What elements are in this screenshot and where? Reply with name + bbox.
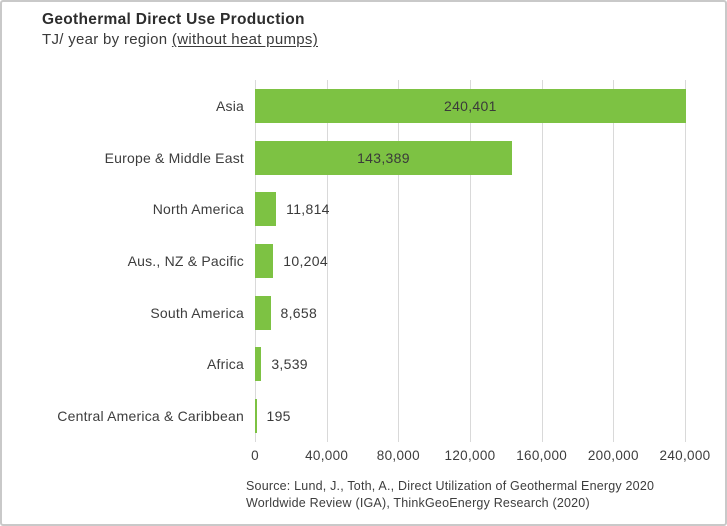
bar: 240,401 <box>255 88 686 123</box>
value-label: 143,389 <box>357 149 410 166</box>
x-tick-label: 40,000 <box>305 448 349 463</box>
bar <box>255 399 257 434</box>
gridline <box>398 80 400 442</box>
chart-subtitle-prefix: TJ/ year by region <box>42 31 172 48</box>
source-line-2: Worldwide Review (IGA), ThinkGeoEnergy R… <box>246 495 590 510</box>
bar-row: Central America & Caribbean 195 <box>57 390 685 442</box>
value-label: 195 <box>266 408 291 425</box>
value-label: 240,401 <box>443 97 497 114</box>
bar <box>255 347 262 382</box>
category-label: North America <box>152 201 244 218</box>
chart-title: Geothermal Direct Use Production <box>42 11 305 28</box>
bar-row: South America 8,658 <box>150 287 685 339</box>
bar <box>255 243 274 278</box>
x-tick-label: 0 <box>251 448 259 463</box>
gridline <box>470 80 471 442</box>
chart-subtitle-underlined: (without heat pumps) <box>171 31 318 48</box>
value-label: 11,814 <box>286 201 330 218</box>
source-line-1: Source: Lund, J., Toth, A., Direct Utili… <box>246 479 655 493</box>
x-tick-label: 160,000 <box>516 448 568 463</box>
category-label: Europe & Middle East <box>104 149 244 166</box>
gridline <box>326 80 328 442</box>
source-note: Source: Lund, J., Toth, A., Direct Utili… <box>246 478 654 511</box>
x-tick-label: 120,000 <box>444 448 496 463</box>
value-label: 8,658 <box>280 304 318 321</box>
bar-row: Aus., NZ & Pacific 10,204 <box>128 235 685 287</box>
x-tick-label: 80,000 <box>376 448 420 463</box>
x-tick-label: 200,000 <box>587 448 639 463</box>
plot-area: Asia 240,401 Europe & Middle East 143,389 No… <box>57 80 686 442</box>
category-label: Africa <box>207 356 244 373</box>
bar <box>255 295 271 330</box>
gridline <box>541 80 543 442</box>
bar <box>255 192 277 227</box>
bar-row: Africa 3,539 <box>207 339 685 391</box>
category-label: Central America & Caribbean <box>57 408 244 425</box>
chart-subtitle: TJ/ year by region (without heat pumps) <box>42 31 318 48</box>
bar-row: Asia 240,401 <box>216 80 686 132</box>
bar-row: Europe & Middle East 143,389 <box>105 132 685 184</box>
category-label: Aus., NZ & Pacific <box>127 252 244 269</box>
category-label: South America <box>150 304 244 321</box>
bar-row: North America 11,814 <box>153 183 685 235</box>
bar: 143,389 <box>255 140 512 175</box>
x-tick-label: 240,000 <box>659 448 711 463</box>
x-axis: 0 40,000 80,000 120,000 160,000 200,000 240,00… <box>251 448 710 466</box>
gridline <box>685 80 686 442</box>
gridline <box>613 80 615 442</box>
value-label: 10,204 <box>283 252 328 269</box>
value-label: 3,539 <box>271 356 308 373</box>
category-label: Asia <box>215 97 244 114</box>
